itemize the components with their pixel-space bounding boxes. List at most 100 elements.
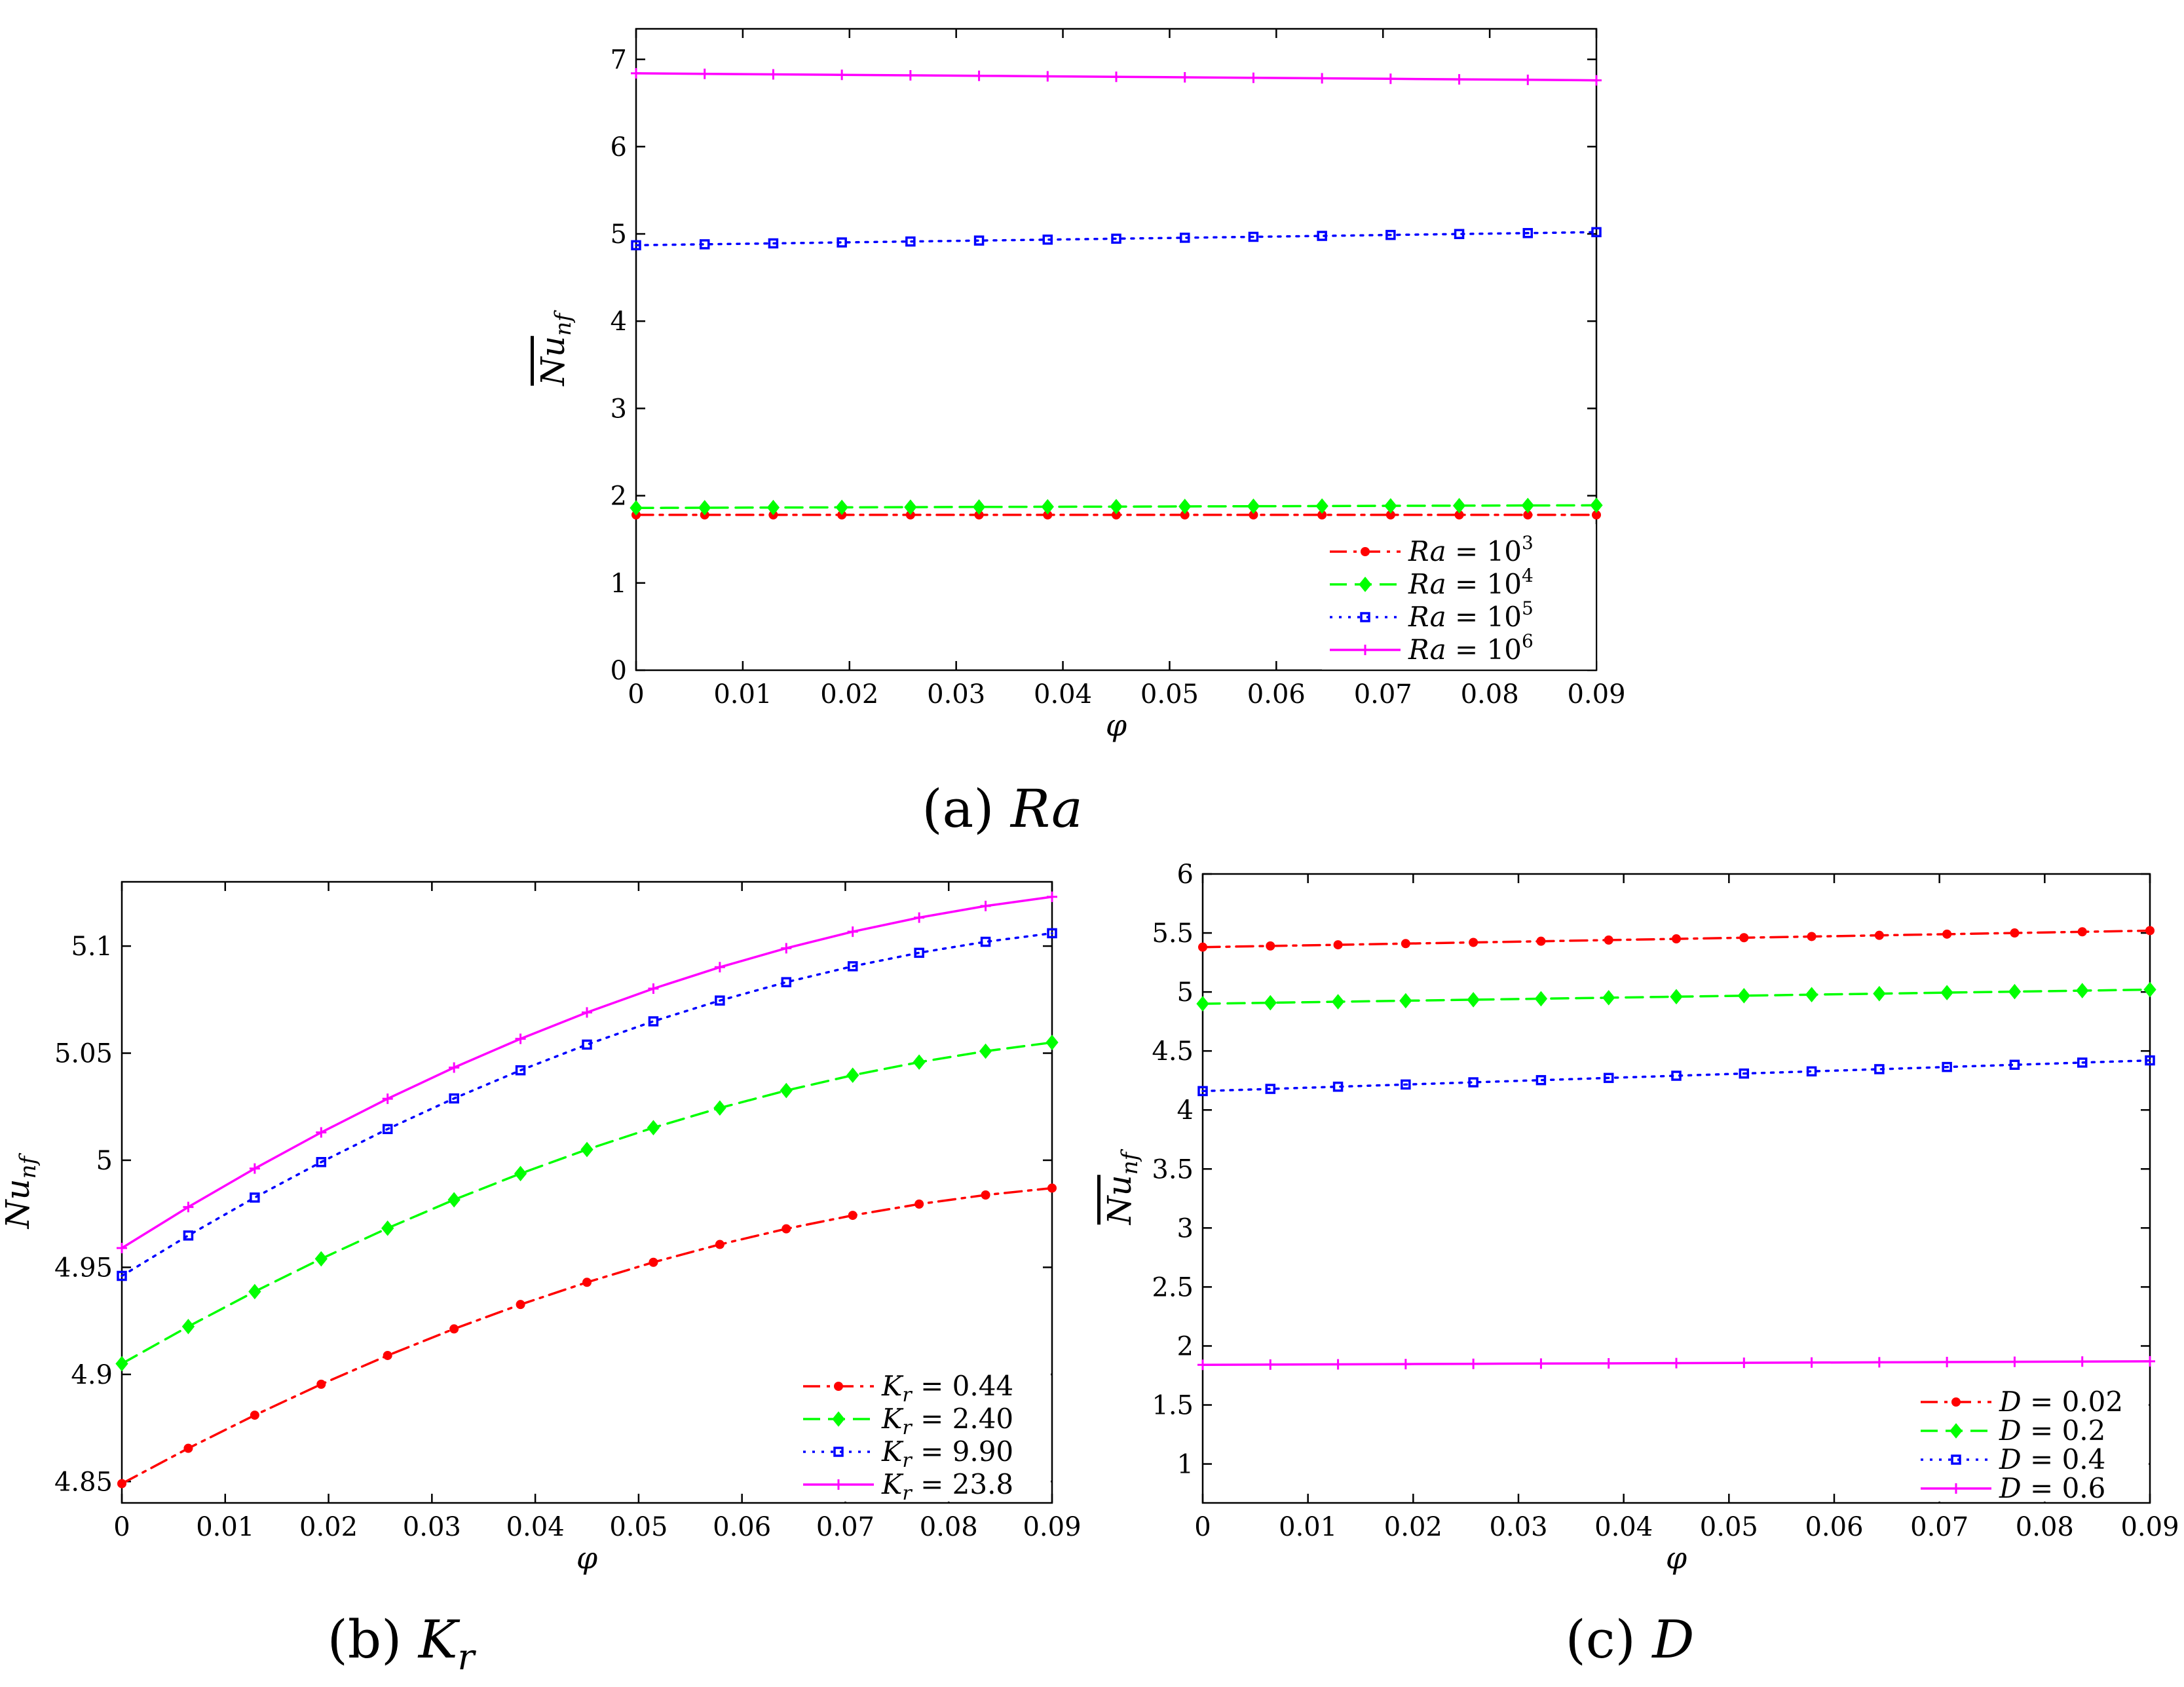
data-point — [382, 1093, 393, 1105]
x-tick-label: 0.06 — [1805, 1512, 1863, 1542]
y-tick-label: 5.5 — [1152, 919, 1194, 949]
data-point — [847, 926, 858, 938]
legend-marker — [1951, 1483, 1961, 1494]
x-tick-label: 0.03 — [1489, 1512, 1547, 1542]
legend-eq: = 23.8 — [912, 1468, 1013, 1500]
data-point — [2145, 1355, 2155, 1367]
data-point — [1739, 1068, 1750, 1079]
data-point — [979, 1043, 992, 1059]
y-axis-label: Nunf — [0, 1152, 41, 1229]
caption-prefix: (a) — [922, 778, 1011, 839]
legend-sup: 6 — [1522, 630, 1534, 652]
series-line — [635, 231, 1598, 247]
legend-box — [1913, 1378, 2149, 1502]
data-point — [1873, 1357, 1885, 1368]
data-point — [449, 1062, 460, 1073]
series-line — [121, 1041, 1053, 1365]
data-point — [905, 236, 916, 247]
y-tick-label: 4 — [611, 307, 627, 337]
data-point — [1602, 990, 1615, 1006]
data-point — [1197, 1086, 1208, 1097]
data-point — [1536, 936, 1546, 946]
y-tick-label: 5 — [96, 1146, 113, 1176]
data-point — [1248, 72, 1259, 83]
data-point — [1469, 938, 1478, 947]
legend-eq: = 10 — [1446, 535, 1522, 567]
x-tick-label: 0.09 — [1567, 679, 1625, 710]
y-tick-label: 2 — [611, 482, 627, 512]
y-tick-label: 3 — [1177, 1213, 1194, 1243]
x-tick-label: 0.04 — [1594, 1512, 1653, 1542]
data-point — [515, 1065, 526, 1076]
legend-marker — [833, 1447, 844, 1457]
legend-sup: 4 — [1522, 565, 1534, 586]
legend-entry: Kr = 0.44 — [881, 1370, 1013, 1407]
data-point — [1671, 1357, 1682, 1369]
y-tick-label: 3.5 — [1152, 1154, 1194, 1185]
x-tick-label: 0.02 — [299, 1512, 358, 1542]
data-point — [1264, 995, 1277, 1011]
data-point — [780, 1082, 793, 1099]
x-axis-label: φ — [1106, 708, 1127, 743]
x-tick-label: 0.03 — [403, 1512, 461, 1542]
data-point — [973, 235, 985, 246]
data-point — [1805, 987, 1818, 1003]
data-point — [1333, 940, 1343, 950]
x-tick-label: 0.04 — [506, 1512, 565, 1542]
data-point — [1535, 1074, 1547, 1086]
data-point — [516, 1300, 525, 1310]
y-tick-label: 7 — [611, 45, 627, 75]
data-point — [649, 1257, 658, 1267]
data-point — [981, 1190, 990, 1200]
data-point — [847, 961, 858, 972]
data-point — [314, 1251, 328, 1267]
series-a-3 — [631, 67, 1602, 86]
data-point — [117, 1479, 126, 1488]
legend-entry: Kr = 23.8 — [881, 1468, 1013, 1505]
series-b-0 — [117, 1183, 1057, 1488]
legend-sup: 5 — [1522, 597, 1534, 619]
legend-var: D — [1999, 1386, 2022, 1418]
data-point — [1384, 498, 1397, 514]
data-point — [183, 1202, 194, 1213]
panel-c-chart: 0 0.01 0.02 0.03 0.04 0.05 0.06 0.07 0.08 0.09 1 1.… — [1101, 860, 2179, 1670]
data-point — [1454, 74, 1465, 85]
data-point — [1248, 231, 1259, 242]
legend-var: Ra — [1408, 535, 1446, 567]
series-line — [121, 896, 1053, 1249]
data-point — [980, 936, 991, 947]
legend-var: Ra — [1408, 601, 1446, 633]
data-point — [1535, 1358, 1547, 1369]
data-point — [183, 1230, 194, 1241]
data-point — [1045, 1034, 1059, 1050]
legend-marker — [1361, 547, 1370, 556]
panel-caption: (c) D — [1566, 1609, 1695, 1670]
data-point — [1874, 930, 1884, 940]
y-label-base: Nu — [1101, 1175, 1139, 1225]
data-point — [1672, 934, 1681, 944]
legend-eq: = 10 — [1446, 601, 1522, 633]
series-c-1 — [1196, 981, 2156, 1012]
data-point — [2077, 1057, 2088, 1068]
data-point — [514, 1166, 527, 1182]
data-point — [250, 1192, 260, 1203]
y-tick-label: 1 — [611, 569, 627, 599]
caption-prefix: (b) — [328, 1609, 419, 1670]
x-tick-label: 0.09 — [2120, 1512, 2179, 1542]
x-tick-label: 0.05 — [1140, 679, 1199, 710]
data-point — [914, 1199, 924, 1209]
data-point — [1942, 1061, 1952, 1072]
data-point — [713, 1100, 726, 1116]
caption-var: Ra — [1009, 778, 1083, 839]
data-point — [1265, 1359, 1276, 1370]
data-point — [1247, 498, 1260, 514]
legend-eq: = 10 — [1446, 568, 1522, 600]
data-point — [2145, 1055, 2155, 1066]
data-point — [1807, 932, 1817, 941]
data-point — [117, 1270, 127, 1281]
y-axis-label-text: Nunf — [1101, 1148, 1143, 1225]
y-tick-label: 4.95 — [54, 1253, 113, 1283]
y-tick-label: 4 — [1177, 1095, 1194, 1126]
data-point — [1111, 71, 1121, 83]
series-a-2 — [631, 227, 1602, 251]
